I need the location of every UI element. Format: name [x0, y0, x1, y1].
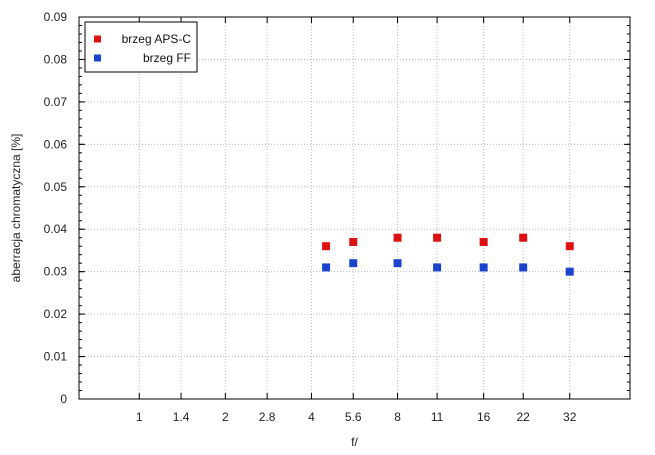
- legend: brzeg APS-C brzeg FF: [84, 21, 198, 73]
- y-axis-label: aberracja chromatyczna [%]: [9, 134, 23, 283]
- x-tick-label: 5.6: [345, 410, 362, 424]
- legend-label-0: brzeg APS-C: [122, 32, 192, 46]
- y-tick-label: 0.07: [44, 95, 68, 109]
- data-points-layer: [322, 233, 574, 276]
- y-tick-label: 0.03: [44, 265, 68, 279]
- data-point-series-0-point-5: [519, 233, 528, 242]
- data-point-series-0-point-4: [479, 237, 488, 246]
- y-tick-label: 0.02: [44, 307, 68, 321]
- plot-frame: [78, 16, 631, 400]
- x-tick-label: 8: [394, 410, 401, 424]
- data-point-series-0-point-6: [565, 242, 574, 251]
- data-point-series-1-point-4: [479, 263, 488, 272]
- x-tick-label: 2.8: [259, 410, 276, 424]
- x-tick-label: 2: [222, 410, 229, 424]
- x-tick-label: 32: [563, 410, 577, 424]
- data-point-series-1-point-3: [433, 263, 442, 272]
- data-point-series-1-point-2: [393, 259, 402, 268]
- legend-label-1: brzeg FF: [143, 51, 191, 65]
- legend-box: [84, 21, 198, 73]
- x-tick-label: 4: [308, 410, 315, 424]
- data-point-series-0-point-1: [349, 237, 358, 246]
- y-tick-label: 0.06: [44, 137, 68, 151]
- y-tick-label: 0.01: [44, 350, 68, 364]
- legend-marker-1: [94, 54, 101, 62]
- data-point-series-1-point-0: [322, 263, 331, 272]
- x-tick-label: 16: [477, 410, 491, 424]
- legend-marker-0: [94, 35, 101, 43]
- data-point-series-0-point-3: [433, 233, 442, 242]
- data-point-series-0-point-2: [393, 233, 402, 242]
- x-tick-label: 1: [136, 410, 143, 424]
- data-point-series-1-point-1: [349, 259, 358, 268]
- x-tick-label: 1.4: [173, 410, 190, 424]
- data-point-series-1-point-5: [519, 263, 528, 272]
- y-tick-label: 0: [60, 392, 67, 406]
- y-tick-label: 0.04: [44, 222, 68, 236]
- grid-layer: [79, 17, 630, 399]
- data-point-series-1-point-6: [565, 267, 574, 276]
- y-tick-label: 0.05: [44, 180, 68, 194]
- x-axis-label: f/: [351, 435, 358, 449]
- axis-layer: 0 0.01 0.02 0.03 0.04 0.05 0.06 0.07 0.08 0.09 1 1.…: [44, 10, 631, 424]
- x-tick-label: 22: [517, 410, 531, 424]
- y-tick-label: 0.09: [44, 10, 68, 24]
- y-tick-label: 0.08: [44, 52, 68, 66]
- data-point-series-0-point-0: [322, 242, 331, 251]
- x-tick-label: 11: [431, 410, 444, 424]
